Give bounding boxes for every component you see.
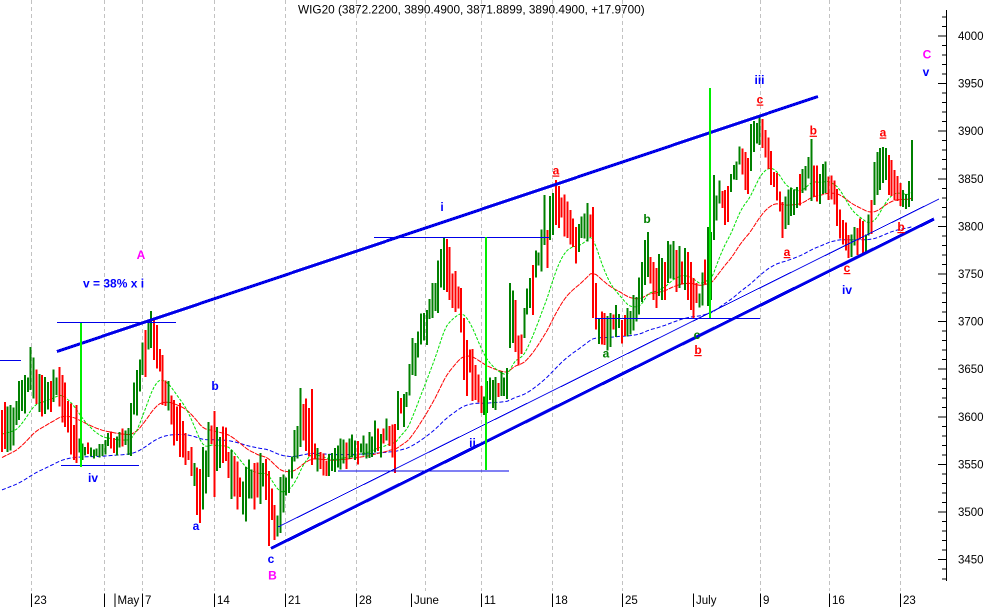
svg-text:3850: 3850 (958, 174, 984, 186)
svg-text:A: A (137, 248, 146, 262)
svg-text:a: a (553, 164, 560, 178)
svg-text:3800: 3800 (958, 221, 984, 233)
svg-text:v = 38% x i: v = 38% x i (83, 277, 144, 291)
svg-text:b: b (694, 343, 701, 357)
svg-text:b: b (810, 124, 817, 138)
svg-text:a: a (193, 519, 200, 533)
svg-text:v: v (923, 65, 930, 79)
svg-text:21: 21 (288, 595, 301, 607)
svg-text:i: i (440, 200, 443, 214)
svg-text:b: b (643, 212, 650, 226)
svg-text:iii: iii (754, 73, 764, 87)
svg-text:3500: 3500 (958, 507, 984, 519)
svg-text:7: 7 (145, 595, 151, 607)
svg-text:b: b (211, 379, 218, 393)
svg-text:3450: 3450 (958, 555, 984, 567)
svg-text:c: c (268, 552, 275, 566)
svg-text:July: July (696, 595, 717, 607)
svg-text:23: 23 (34, 595, 47, 607)
svg-text:a: a (603, 347, 610, 361)
svg-text:3900: 3900 (958, 126, 984, 138)
svg-text:C: C (923, 48, 932, 62)
svg-text:16: 16 (832, 595, 845, 607)
svg-text:iv: iv (842, 283, 852, 297)
svg-text:c: c (694, 328, 701, 342)
svg-text:3750: 3750 (958, 269, 984, 281)
svg-text:28: 28 (359, 595, 372, 607)
svg-text:14: 14 (217, 595, 230, 607)
svg-text:3600: 3600 (958, 412, 984, 424)
svg-text:a: a (880, 126, 887, 140)
svg-text:9: 9 (763, 595, 769, 607)
svg-text:11: 11 (484, 595, 496, 607)
svg-text:c: c (844, 261, 851, 275)
svg-text:WIG20 (3872.2200, 3890.4900, 3: WIG20 (3872.2200, 3890.4900, 3871.8899, … (298, 3, 645, 17)
svg-text:3550: 3550 (958, 460, 984, 472)
svg-text:c: c (757, 93, 764, 107)
svg-text:3950: 3950 (958, 79, 984, 91)
svg-text:June: June (414, 595, 439, 607)
svg-text:3700: 3700 (958, 317, 984, 329)
svg-text:b: b (897, 220, 904, 234)
svg-text:B: B (268, 569, 277, 583)
svg-text:3650: 3650 (958, 364, 984, 376)
svg-text:18: 18 (555, 595, 568, 607)
svg-text:May: May (118, 595, 140, 607)
svg-text:a: a (784, 245, 791, 259)
svg-text:iv: iv (88, 471, 98, 485)
svg-text:ii: ii (469, 436, 476, 450)
svg-text:25: 25 (625, 595, 638, 607)
svg-text:4000: 4000 (958, 31, 984, 43)
svg-text:23: 23 (903, 595, 916, 607)
